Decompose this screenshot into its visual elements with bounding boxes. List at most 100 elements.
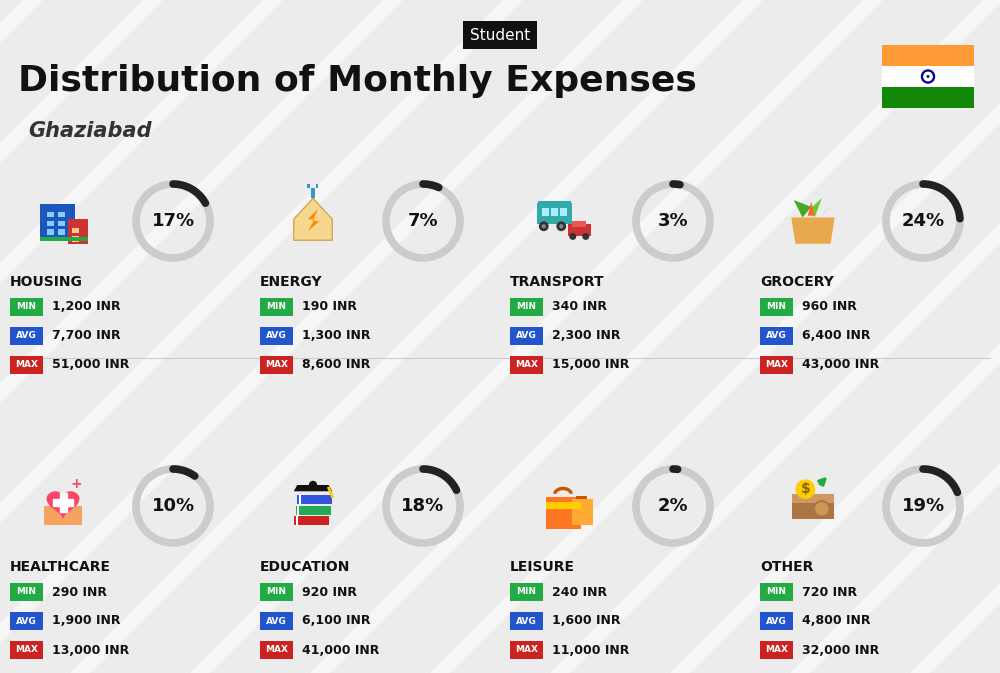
- Text: MAX: MAX: [515, 361, 538, 369]
- Text: AVG: AVG: [266, 616, 287, 625]
- Text: 190 INR: 190 INR: [302, 301, 357, 314]
- Bar: [316, 184, 318, 188]
- Circle shape: [542, 224, 546, 228]
- Bar: [551, 208, 558, 216]
- Bar: [311, 188, 315, 199]
- Circle shape: [924, 72, 932, 81]
- Text: AVG: AVG: [766, 616, 787, 625]
- Text: MAX: MAX: [15, 645, 38, 655]
- Text: AVG: AVG: [266, 332, 287, 341]
- Bar: [510, 583, 543, 601]
- Circle shape: [582, 233, 589, 240]
- Bar: [58, 212, 65, 217]
- Text: 10%: 10%: [151, 497, 195, 515]
- Bar: [568, 225, 591, 236]
- Bar: [10, 327, 43, 345]
- Text: 340 INR: 340 INR: [552, 301, 607, 314]
- Bar: [510, 612, 543, 630]
- Text: 15,000 INR: 15,000 INR: [552, 359, 629, 371]
- Bar: [510, 356, 543, 374]
- Text: Student: Student: [470, 28, 530, 42]
- Bar: [47, 221, 54, 226]
- Text: AVG: AVG: [516, 616, 537, 625]
- Text: MIN: MIN: [266, 302, 286, 312]
- Bar: [294, 516, 329, 525]
- Text: Ghaziabad: Ghaziabad: [28, 121, 152, 141]
- Text: 290 INR: 290 INR: [52, 586, 107, 598]
- Bar: [72, 236, 79, 242]
- Bar: [296, 505, 330, 515]
- Text: MIN: MIN: [16, 588, 36, 596]
- Text: MAX: MAX: [515, 645, 538, 655]
- Polygon shape: [791, 217, 835, 244]
- Text: EDUCATION: EDUCATION: [260, 560, 350, 574]
- Text: $: $: [800, 482, 810, 496]
- Circle shape: [927, 75, 929, 77]
- Circle shape: [309, 481, 317, 489]
- Text: 3%: 3%: [658, 212, 688, 230]
- Text: 1,300 INR: 1,300 INR: [302, 330, 370, 343]
- Text: MAX: MAX: [265, 361, 288, 369]
- Text: ENERGY: ENERGY: [260, 275, 323, 289]
- Text: 7,700 INR: 7,700 INR: [52, 330, 121, 343]
- Bar: [260, 583, 293, 601]
- Text: 43,000 INR: 43,000 INR: [802, 359, 879, 371]
- Polygon shape: [808, 202, 815, 216]
- Text: 6,400 INR: 6,400 INR: [802, 330, 870, 343]
- Text: 17%: 17%: [151, 212, 195, 230]
- Bar: [10, 612, 43, 630]
- Text: MAX: MAX: [765, 361, 788, 369]
- Text: AVG: AVG: [516, 332, 537, 341]
- Polygon shape: [794, 200, 811, 217]
- Bar: [882, 45, 974, 66]
- Bar: [510, 298, 543, 316]
- Polygon shape: [820, 203, 832, 217]
- Text: AVG: AVG: [766, 332, 787, 341]
- Bar: [510, 641, 543, 659]
- Bar: [40, 203, 75, 237]
- Bar: [68, 219, 88, 244]
- Bar: [572, 499, 593, 525]
- Bar: [760, 327, 793, 345]
- Bar: [47, 212, 54, 217]
- Bar: [760, 583, 793, 601]
- Circle shape: [814, 501, 829, 516]
- Text: 13,000 INR: 13,000 INR: [52, 643, 129, 656]
- Text: TRANSPORT: TRANSPORT: [510, 275, 605, 289]
- Bar: [510, 327, 543, 345]
- Bar: [260, 641, 293, 659]
- Text: 19%: 19%: [901, 497, 945, 515]
- Text: 2%: 2%: [658, 497, 688, 515]
- Bar: [58, 221, 65, 226]
- Bar: [307, 184, 310, 188]
- Circle shape: [569, 233, 576, 240]
- Text: MIN: MIN: [767, 588, 786, 596]
- Circle shape: [922, 70, 935, 83]
- Text: 18%: 18%: [401, 497, 445, 515]
- Bar: [546, 502, 580, 509]
- Text: MAX: MAX: [15, 361, 38, 369]
- Text: OTHER: OTHER: [760, 560, 813, 574]
- Text: MIN: MIN: [266, 588, 286, 596]
- Bar: [882, 66, 974, 87]
- Text: MIN: MIN: [16, 302, 36, 312]
- Polygon shape: [53, 493, 73, 512]
- Bar: [260, 612, 293, 630]
- Bar: [72, 227, 79, 234]
- Bar: [792, 494, 834, 503]
- Text: LEISURE: LEISURE: [510, 560, 575, 574]
- Bar: [542, 208, 549, 216]
- Bar: [760, 641, 793, 659]
- Text: MIN: MIN: [767, 302, 786, 312]
- Polygon shape: [294, 199, 332, 240]
- Bar: [538, 201, 571, 204]
- Bar: [58, 229, 65, 235]
- Circle shape: [556, 221, 566, 231]
- Text: 1,900 INR: 1,900 INR: [52, 614, 120, 627]
- Text: 32,000 INR: 32,000 INR: [802, 643, 879, 656]
- Text: 7%: 7%: [408, 212, 438, 230]
- Text: MIN: MIN: [516, 588, 536, 596]
- Bar: [260, 298, 293, 316]
- Bar: [40, 237, 88, 241]
- Text: 51,000 INR: 51,000 INR: [52, 359, 129, 371]
